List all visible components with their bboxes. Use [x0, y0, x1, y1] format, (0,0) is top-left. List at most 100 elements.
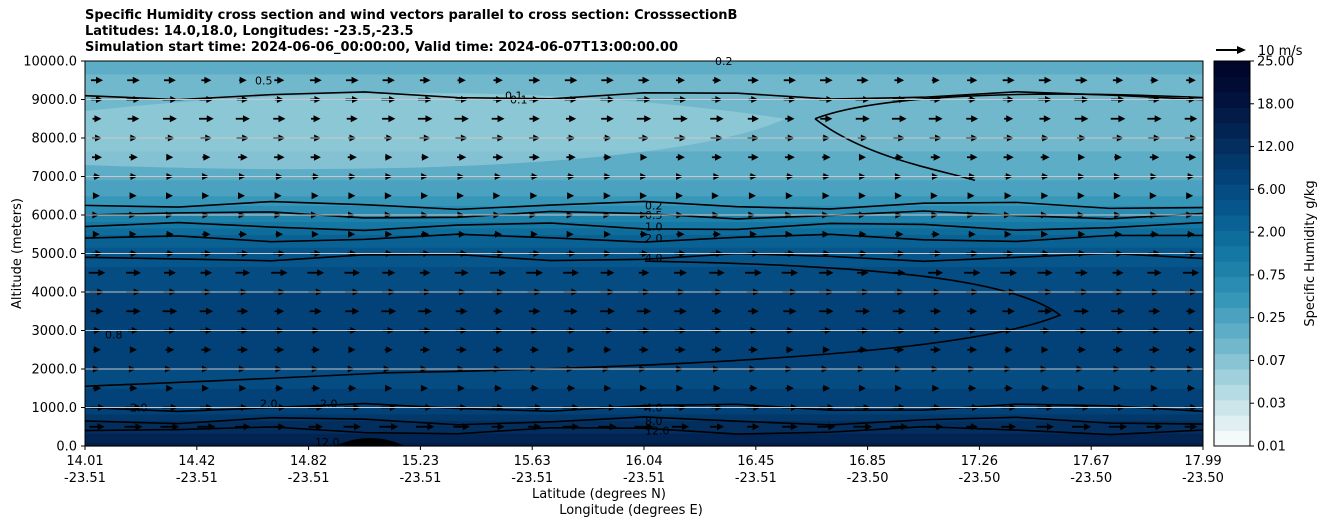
wind-arrow-head	[711, 192, 719, 200]
wind-arrow-head	[1155, 423, 1163, 431]
wind-arrow-head	[168, 76, 176, 84]
wind-arrow-head	[1078, 346, 1086, 354]
wind-arrow	[564, 307, 578, 315]
wind-arrow	[200, 269, 213, 277]
wind-arrow-head	[1081, 307, 1089, 315]
wind-arrow-head	[166, 153, 174, 161]
wind-arrow-head	[1116, 346, 1124, 354]
wind-arrow-head	[387, 76, 395, 84]
colorbar-frame	[1213, 60, 1251, 447]
wind-arrow	[528, 307, 541, 315]
wind-arrow	[419, 76, 431, 84]
wind-arrow-head	[749, 230, 757, 238]
humidity-band	[85, 423, 1203, 428]
colorbar-swatch	[1214, 353, 1250, 370]
wind-arrow	[785, 384, 795, 392]
colorbar-swatch	[1214, 122, 1250, 139]
x-tick-label-lat: 16.45	[737, 454, 774, 469]
colorbar-tick-label: 0.75	[1257, 268, 1286, 283]
wind-arrow-head	[646, 423, 654, 431]
wind-arrow-head	[421, 192, 429, 200]
wind-arrow-head	[932, 230, 940, 238]
wind-arrow	[238, 153, 248, 161]
wind-arrow	[1075, 76, 1088, 84]
chart-title: Specific Humidity cross section and wind…	[85, 8, 737, 56]
wind-arrow-head	[493, 192, 501, 200]
wind-arrow	[1186, 76, 1196, 84]
wind-arrow	[967, 76, 978, 84]
colorbar-tick-label: 18.00	[1257, 97, 1294, 112]
wind-arrow-head	[423, 346, 431, 354]
wind-arrow-head	[243, 423, 251, 431]
wind-arrow-head	[790, 423, 798, 431]
wind-arrow	[1113, 384, 1121, 392]
colorbar-swatch	[1214, 384, 1250, 401]
wind-arrow-head	[714, 307, 722, 315]
wind-arrow-head	[1114, 153, 1122, 161]
wind-arrow-head	[1186, 192, 1194, 200]
wind-arrow	[201, 76, 212, 84]
wind-arrow-head	[569, 115, 577, 123]
wind-arrow	[527, 423, 542, 431]
wind-arrow	[819, 269, 834, 277]
wind-arrow	[749, 384, 758, 392]
humidity-band	[85, 176, 1203, 181]
wind-arrow-head	[166, 384, 174, 392]
wind-arrow	[344, 269, 360, 277]
humidity-band	[85, 433, 1203, 437]
wind-arrow-head	[166, 230, 174, 238]
wind-arrow	[1004, 115, 1014, 123]
wind-arrow	[711, 346, 723, 354]
wind-arrow	[385, 153, 393, 161]
wind-arrow-head	[92, 192, 100, 200]
wind-arrow	[385, 230, 393, 238]
wind-arrow-head	[1078, 153, 1086, 161]
wind-arrow	[1001, 423, 1017, 431]
wind-arrow	[1072, 423, 1092, 431]
wind-arrow	[1114, 153, 1122, 161]
humidity-band	[85, 343, 1203, 351]
wind-arrow	[1000, 269, 1017, 277]
wind-arrow-head	[860, 346, 868, 354]
wind-arrow-head	[607, 269, 615, 277]
wind-arrow-head	[1190, 423, 1198, 431]
wind-arrow	[634, 423, 654, 431]
wind-arrow-head	[457, 384, 465, 392]
wind-arrow	[1041, 346, 1049, 354]
wind-arrow-head	[532, 153, 540, 161]
wind-arrow	[1110, 115, 1126, 123]
wind-arrow	[126, 307, 141, 315]
wind-arrow	[421, 230, 430, 238]
wind-arrow-head	[751, 346, 759, 354]
wind-arrow	[345, 307, 360, 315]
wind-arrow-head	[970, 346, 978, 354]
wind-arrow-head	[239, 76, 247, 84]
wind-arrow-head	[240, 153, 248, 161]
wind-arrow-head	[1116, 269, 1124, 277]
wind-arrow-head	[751, 115, 759, 123]
wind-arrow-head	[169, 115, 177, 123]
wind-arrow	[1148, 307, 1161, 315]
wind-arrow	[348, 384, 357, 392]
wind-arrow	[309, 76, 322, 84]
wind-arrow	[1186, 307, 1196, 315]
wind-arrow	[675, 192, 683, 200]
colorbar-swatch	[1214, 261, 1250, 278]
wind-arrow	[1108, 423, 1128, 431]
wind-arrow	[88, 269, 106, 277]
wind-arrow	[382, 115, 396, 123]
wind-arrow-head	[897, 346, 905, 354]
wind-arrow-head	[641, 346, 649, 354]
humidity-band	[85, 170, 1203, 178]
wind-arrow	[712, 307, 722, 315]
wind-arrow-head	[679, 307, 687, 315]
humidity-band	[85, 362, 1203, 370]
colorbar-swatch	[1214, 338, 1250, 355]
humidity-band	[85, 304, 1203, 312]
wind-arrow	[600, 307, 615, 315]
wind-arrow-head	[314, 76, 322, 84]
wind-arrow-head	[572, 269, 580, 277]
wind-arrow-head	[277, 346, 285, 354]
wind-arrow	[345, 76, 359, 84]
wind-arrow-head	[789, 76, 797, 84]
